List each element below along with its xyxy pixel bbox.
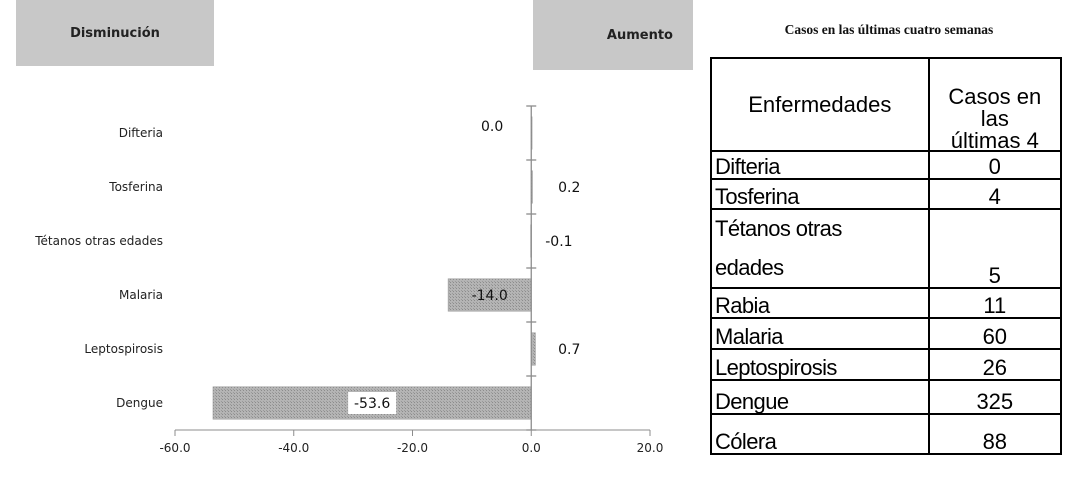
row-cases: 60 (927, 317, 1063, 350)
row-name: Rabia (710, 287, 930, 319)
category-label: Tosferina (108, 180, 163, 194)
category-label: Tétanos otras edades (34, 234, 163, 248)
header-cases-line2: últimas 4 (950, 130, 1039, 148)
row-name: Malaria (710, 317, 930, 350)
table-row: Rabia 11 (710, 287, 1063, 319)
category-label: Difteria (119, 126, 163, 140)
increase-header: Aumento (533, 0, 693, 70)
row-cases: 11 (927, 287, 1063, 319)
x-tick-label: 0.0 (522, 441, 541, 455)
table-header-row: Enfermedades Casos en las últimas 4 (710, 57, 1063, 152)
header-cases: Casos en las últimas 4 (927, 57, 1063, 152)
table-title: Casos en las últimas cuatro semanas (784, 22, 994, 37)
x-tick-label: -60.0 (159, 441, 190, 455)
table-row: Dengue 325 (710, 379, 1063, 415)
row-name: Dengue (710, 379, 930, 415)
table-row: Malaria 60 (710, 317, 1063, 350)
x-tick-label: 20.0 (637, 441, 664, 455)
row-cases: 0 (927, 150, 1063, 180)
data-label: -0.1 (545, 234, 572, 250)
row-cases: 325 (927, 379, 1063, 415)
data-label: -14.0 (472, 288, 508, 304)
row-name: Difteria (710, 150, 930, 180)
increase-header-label: Aumento (606, 27, 673, 43)
row-cases: 88 (927, 413, 1063, 455)
row-name: Tosferina (710, 178, 930, 210)
category-label: Malaria (119, 288, 163, 302)
x-tick-label: -40.0 (278, 441, 309, 455)
bar-chart: -60.0 -40.0 -20.0 0.0 20.0 Difteria 0.0 Tosfer… (34, 105, 664, 455)
bar (447, 278, 532, 312)
decrease-header-label: Disminución (70, 25, 160, 41)
table-row: Tétanos otras edades 5 (710, 208, 1063, 289)
header-disease: Enfermedades (710, 57, 930, 152)
row-name: Tétanos otras edades (710, 208, 930, 289)
header-disease-label: Enfermedades (748, 91, 892, 117)
data-label: 0.7 (558, 342, 580, 358)
table-row: Difteria 0 (710, 150, 1063, 180)
row-name: Cólera (710, 413, 930, 455)
data-label-background (348, 392, 397, 414)
data-label: -53.6 (354, 396, 390, 412)
data-label: 0.0 (481, 119, 503, 135)
category-label: Leptospirosis (84, 342, 163, 356)
row-cases: 4 (927, 178, 1063, 210)
category-label: Dengue (116, 396, 163, 410)
row-cases: 26 (927, 348, 1063, 381)
row-cases: 5 (927, 208, 1063, 289)
header-cases-line1: Casos en las (948, 84, 1042, 131)
row-name-line2: edades (715, 254, 784, 280)
cases-table: Enfermedades Casos en las últimas 4 Dift… (710, 57, 1063, 455)
table-row: Cólera 88 (710, 413, 1063, 455)
row-name-line1: Tétanos otras (715, 216, 842, 241)
data-label: 0.2 (558, 180, 580, 196)
table-row: Leptospirosis 26 (710, 348, 1063, 381)
x-tick-label: -20.0 (397, 441, 428, 455)
row-name: Leptospirosis (710, 348, 930, 381)
table-row: Tosferina 4 (710, 178, 1063, 210)
decrease-header: Disminución (16, 0, 214, 66)
